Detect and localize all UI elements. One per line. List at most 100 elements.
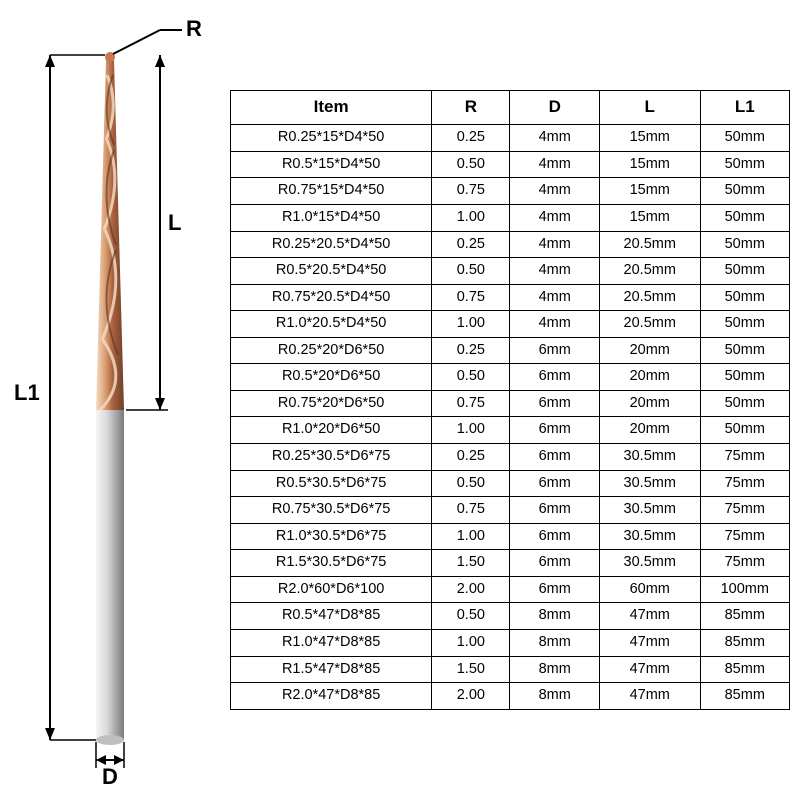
- cell-l: 15mm: [599, 178, 700, 205]
- table-row: R1.0*20*D6*501.006mm20mm50mm: [231, 417, 790, 444]
- table-row: R0.25*20.5*D4*500.254mm20.5mm50mm: [231, 231, 790, 258]
- cell-r: 1.00: [432, 311, 510, 338]
- cell-l1: 85mm: [700, 656, 789, 683]
- cell-r: 0.75: [432, 284, 510, 311]
- label-l: L: [168, 210, 181, 236]
- cell-r: 0.50: [432, 364, 510, 391]
- cell-l1: 50mm: [700, 231, 789, 258]
- cell-l1: 75mm: [700, 550, 789, 577]
- cell-item: R1.0*15*D4*50: [231, 204, 432, 231]
- cell-l: 15mm: [599, 151, 700, 178]
- col-r: R: [432, 91, 510, 125]
- cell-d: 6mm: [510, 470, 599, 497]
- leader-r: [113, 30, 160, 54]
- cell-item: R0.25*30.5*D6*75: [231, 444, 432, 471]
- cell-r: 1.00: [432, 523, 510, 550]
- cell-r: 1.00: [432, 417, 510, 444]
- cell-r: 1.00: [432, 204, 510, 231]
- endmill-svg: [10, 20, 210, 780]
- cell-l: 30.5mm: [599, 550, 700, 577]
- cell-item: R0.5*47*D8*85: [231, 603, 432, 630]
- cell-l1: 85mm: [700, 629, 789, 656]
- cell-l: 15mm: [599, 125, 700, 152]
- cell-d: 8mm: [510, 629, 599, 656]
- cell-r: 2.00: [432, 576, 510, 603]
- infographic-root: R L L1 D Item R D L L1 R0.25*15*D4*50 0.2…: [10, 20, 790, 780]
- flute-body: [96, 55, 124, 410]
- col-l1: L1: [700, 91, 789, 125]
- cell-l: 20mm: [599, 390, 700, 417]
- cell-item: R0.75*15*D4*50: [231, 178, 432, 205]
- table-row: R2.0*60*D6*1002.006mm60mm100mm: [231, 576, 790, 603]
- cell-r: 0.50: [432, 258, 510, 285]
- table-row: R0.5*15*D4*500.504mm15mm50mm: [231, 151, 790, 178]
- table-row: R1.0*20.5*D4*501.004mm20.5mm50mm: [231, 311, 790, 338]
- label-l1: L1: [14, 380, 40, 406]
- cell-l: 20.5mm: [599, 258, 700, 285]
- cell-item: R2.0*60*D6*100: [231, 576, 432, 603]
- cell-l: 30.5mm: [599, 523, 700, 550]
- cell-d: 4mm: [510, 231, 599, 258]
- table-row: R1.0*30.5*D6*751.006mm30.5mm75mm: [231, 523, 790, 550]
- cell-l1: 50mm: [700, 390, 789, 417]
- table-row: R2.0*47*D8*852.008mm47mm85mm: [231, 683, 790, 710]
- cell-d: 6mm: [510, 364, 599, 391]
- table-row: R0.75*20*D6*500.756mm20mm50mm: [231, 390, 790, 417]
- cell-l1: 50mm: [700, 311, 789, 338]
- cell-item: R0.5*30.5*D6*75: [231, 470, 432, 497]
- table-row: R0.5*30.5*D6*750.506mm30.5mm75mm: [231, 470, 790, 497]
- cell-l: 30.5mm: [599, 444, 700, 471]
- cell-item: R0.75*20*D6*50: [231, 390, 432, 417]
- cell-r: 0.50: [432, 470, 510, 497]
- cell-r: 1.00: [432, 629, 510, 656]
- label-r: R: [186, 16, 202, 42]
- table-row: R1.0*47*D8*851.008mm47mm85mm: [231, 629, 790, 656]
- cell-r: 0.75: [432, 497, 510, 524]
- cell-d: 6mm: [510, 337, 599, 364]
- table-row: R0.25*20*D6*500.256mm20mm50mm: [231, 337, 790, 364]
- cell-l1: 50mm: [700, 125, 789, 152]
- cell-d: 4mm: [510, 178, 599, 205]
- table-row: R0.75*30.5*D6*750.756mm30.5mm75mm: [231, 497, 790, 524]
- cell-item: R2.0*47*D8*85: [231, 683, 432, 710]
- cell-item: R1.5*30.5*D6*75: [231, 550, 432, 577]
- endmill-diagram: R L L1 D: [10, 20, 210, 780]
- cell-d: 6mm: [510, 444, 599, 471]
- cell-r: 0.75: [432, 178, 510, 205]
- cell-l1: 75mm: [700, 497, 789, 524]
- cell-item: R0.5*20.5*D4*50: [231, 258, 432, 285]
- cell-item: R1.0*47*D8*85: [231, 629, 432, 656]
- table-row: R0.5*20.5*D4*500.504mm20.5mm50mm: [231, 258, 790, 285]
- cell-l: 20mm: [599, 417, 700, 444]
- cell-r: 0.50: [432, 151, 510, 178]
- cell-d: 4mm: [510, 258, 599, 285]
- cell-d: 4mm: [510, 311, 599, 338]
- cell-l1: 75mm: [700, 523, 789, 550]
- cell-l1: 50mm: [700, 337, 789, 364]
- col-d: D: [510, 91, 599, 125]
- cell-r: 2.00: [432, 683, 510, 710]
- cell-r: 0.25: [432, 337, 510, 364]
- cell-r: 1.50: [432, 550, 510, 577]
- cell-item: R1.5*47*D8*85: [231, 656, 432, 683]
- cell-l1: 50mm: [700, 258, 789, 285]
- cell-l1: 85mm: [700, 683, 789, 710]
- cell-l: 30.5mm: [599, 470, 700, 497]
- table-row: R0.75*20.5*D4*500.754mm20.5mm50mm: [231, 284, 790, 311]
- table-row: R0.5*20*D6*500.506mm20mm50mm: [231, 364, 790, 391]
- cell-l: 47mm: [599, 603, 700, 630]
- cell-l1: 50mm: [700, 284, 789, 311]
- cell-l: 60mm: [599, 576, 700, 603]
- cell-l1: 85mm: [700, 603, 789, 630]
- cell-l: 47mm: [599, 629, 700, 656]
- col-item: Item: [231, 91, 432, 125]
- cell-r: 0.75: [432, 390, 510, 417]
- cell-d: 4mm: [510, 284, 599, 311]
- cell-l: 20mm: [599, 337, 700, 364]
- spec-table: Item R D L L1 R0.25*15*D4*500.254mm15mm5…: [230, 90, 790, 709]
- cell-r: 0.50: [432, 603, 510, 630]
- cell-d: 4mm: [510, 151, 599, 178]
- cell-d: 4mm: [510, 125, 599, 152]
- cell-item: R0.25*15*D4*50: [231, 125, 432, 152]
- cell-item: R1.0*30.5*D6*75: [231, 523, 432, 550]
